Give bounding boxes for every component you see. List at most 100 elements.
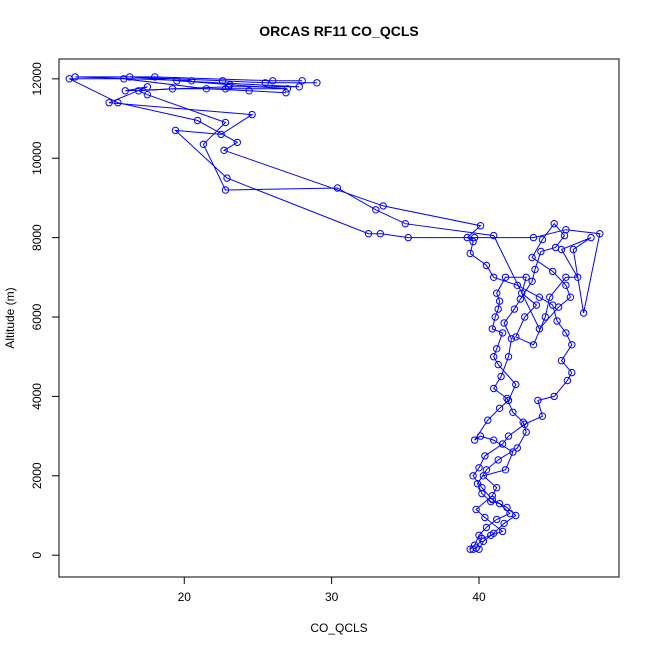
data-point bbox=[516, 295, 524, 303]
data-point bbox=[488, 325, 496, 333]
data-point bbox=[221, 186, 230, 194]
data-point bbox=[490, 384, 498, 393]
y-tick-label: 2000 bbox=[30, 462, 44, 489]
data-point bbox=[557, 357, 566, 365]
data-point bbox=[535, 293, 544, 301]
data-point bbox=[538, 412, 547, 420]
data-point bbox=[562, 281, 570, 289]
data-point bbox=[529, 233, 538, 242]
x-tick-label: 40 bbox=[472, 590, 486, 604]
data-point bbox=[509, 408, 517, 416]
data-point bbox=[151, 73, 159, 81]
data-point bbox=[562, 273, 570, 281]
data-point bbox=[551, 243, 560, 252]
data-point bbox=[507, 335, 516, 343]
data-point bbox=[217, 130, 225, 139]
series-layer bbox=[65, 73, 604, 553]
data-point bbox=[503, 503, 511, 512]
data-point bbox=[481, 513, 489, 522]
data-point bbox=[282, 89, 290, 97]
data-point bbox=[484, 416, 492, 424]
data-point bbox=[221, 85, 230, 93]
data-point bbox=[470, 541, 479, 549]
data-point bbox=[560, 231, 569, 240]
data-point bbox=[568, 368, 576, 377]
data-point bbox=[534, 396, 542, 405]
data-point bbox=[475, 464, 483, 472]
data-point bbox=[495, 297, 504, 305]
data-point bbox=[546, 293, 554, 301]
data-point bbox=[478, 489, 486, 498]
data-point bbox=[376, 230, 384, 238]
series-line-2 bbox=[129, 76, 571, 550]
data-point bbox=[220, 146, 228, 155]
data-point bbox=[522, 273, 530, 281]
data-point bbox=[495, 404, 504, 412]
data-point bbox=[221, 118, 230, 127]
data-point bbox=[512, 380, 520, 389]
x-axis: 20 30 40 bbox=[178, 577, 486, 604]
data-point bbox=[313, 79, 321, 87]
data-point bbox=[466, 249, 474, 258]
data-point bbox=[199, 140, 208, 149]
data-point bbox=[134, 87, 143, 95]
data-point bbox=[470, 233, 479, 242]
data-point bbox=[504, 353, 513, 361]
data-point bbox=[535, 325, 544, 333]
data-point bbox=[481, 452, 489, 460]
x-axis-label: CO_QCLS bbox=[310, 621, 367, 635]
data-point bbox=[478, 484, 486, 492]
data-point bbox=[490, 529, 498, 537]
data-point bbox=[550, 220, 558, 228]
data-point bbox=[503, 394, 511, 403]
data-point bbox=[513, 281, 521, 289]
data-point bbox=[472, 505, 480, 514]
data-point bbox=[491, 313, 499, 321]
data-point bbox=[549, 301, 557, 309]
data-point bbox=[379, 202, 387, 210]
data-point bbox=[501, 273, 510, 281]
y-axis-label: Altitude (m) bbox=[3, 287, 17, 348]
data-point bbox=[479, 537, 488, 545]
data-point bbox=[522, 428, 530, 436]
y-tick-label: 10000 bbox=[30, 141, 44, 175]
data-point bbox=[401, 220, 409, 228]
data-point bbox=[498, 527, 507, 536]
data-point bbox=[566, 293, 575, 301]
data-point bbox=[482, 523, 491, 532]
data-point bbox=[504, 396, 513, 405]
data-point bbox=[295, 83, 303, 91]
y-tick-label: 12000 bbox=[30, 62, 44, 96]
data-point bbox=[562, 329, 570, 337]
data-point bbox=[372, 206, 380, 214]
data-point bbox=[202, 85, 211, 93]
data-point bbox=[553, 317, 561, 325]
y-tick-label: 0 bbox=[30, 552, 44, 559]
data-point bbox=[498, 329, 507, 337]
data-point bbox=[469, 472, 477, 480]
data-point bbox=[248, 110, 256, 119]
data-point bbox=[495, 499, 504, 508]
data-point bbox=[494, 360, 502, 369]
data-point bbox=[549, 267, 557, 276]
data-point bbox=[498, 440, 507, 448]
data-point bbox=[494, 456, 502, 464]
data-point bbox=[529, 341, 538, 349]
y-tick-label: 4000 bbox=[30, 383, 44, 410]
data-point bbox=[114, 99, 122, 107]
y-tick-label: 8000 bbox=[30, 224, 44, 251]
data-point bbox=[470, 436, 479, 444]
data-point bbox=[283, 85, 292, 93]
data-point bbox=[541, 313, 549, 321]
data-point bbox=[490, 273, 498, 281]
data-point bbox=[531, 265, 539, 274]
data-point bbox=[490, 353, 498, 361]
data-point bbox=[493, 515, 501, 524]
data-point bbox=[521, 420, 529, 428]
data-point bbox=[537, 247, 545, 256]
data-point bbox=[574, 273, 582, 281]
data-point bbox=[596, 230, 604, 238]
data-point bbox=[497, 372, 505, 381]
data-point bbox=[479, 472, 488, 480]
